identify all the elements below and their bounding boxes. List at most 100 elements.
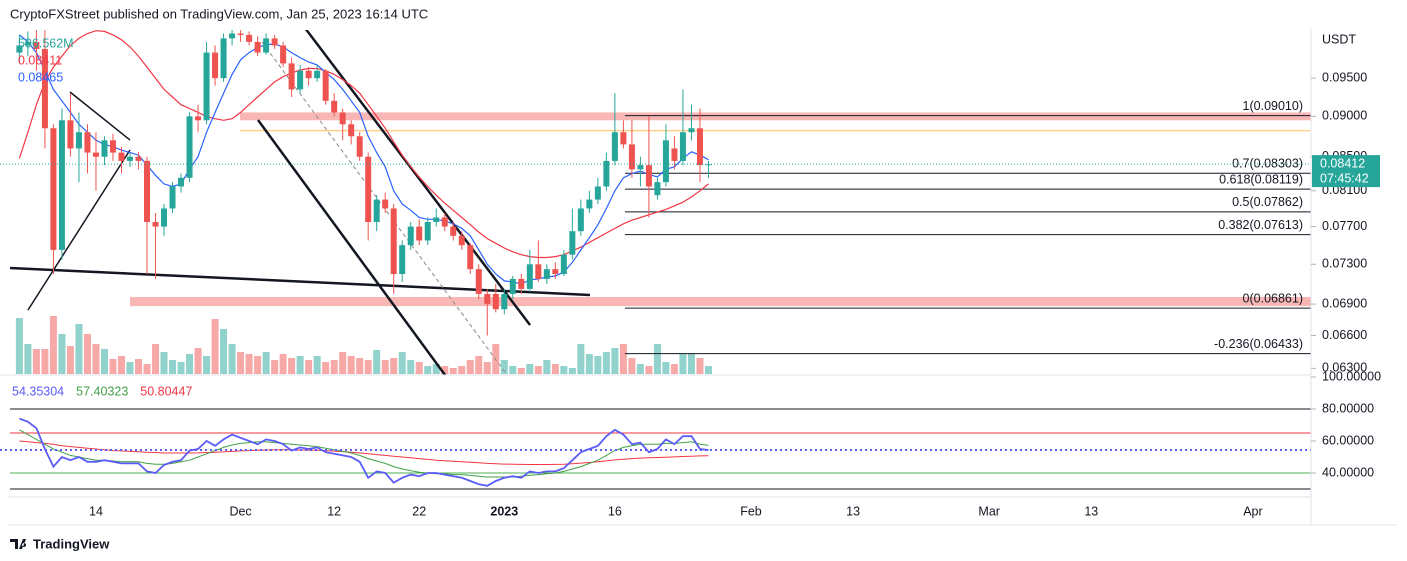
- candle-body: [135, 156, 142, 161]
- trendline: [27, 149, 131, 311]
- candle-body: [484, 293, 491, 305]
- candle-body: [322, 70, 329, 101]
- candle-body: [501, 293, 508, 310]
- x-tick-label: Feb: [740, 504, 762, 518]
- candle-body: [212, 52, 219, 79]
- candle-body: [92, 152, 99, 157]
- legend-entry: 0.08411: [18, 53, 62, 67]
- candle-body: [33, 41, 40, 50]
- trendline: [304, 30, 531, 326]
- fib-label: 0.382(0.07613): [1218, 218, 1303, 232]
- volume-bar: [41, 349, 49, 374]
- rsi-legend-entry: 54.35304: [12, 384, 64, 398]
- last-price-label: 0.08412: [1320, 156, 1365, 170]
- volume-bar: [670, 364, 678, 374]
- volume-bar: [271, 360, 279, 374]
- volume-bar: [160, 352, 168, 374]
- volume-bar: [203, 356, 211, 374]
- y-tick-label: 0.09000: [1322, 109, 1367, 123]
- countdown: 07:45:42: [1320, 171, 1369, 185]
- candle-body: [594, 186, 601, 200]
- rsi-tick-label: 60.00000: [1322, 433, 1374, 447]
- rsi-tick-label: 80.00000: [1322, 401, 1374, 415]
- candle-body: [662, 140, 669, 183]
- volume-bar: [186, 354, 194, 374]
- candle-body: [348, 124, 355, 137]
- volume-bar: [653, 344, 661, 374]
- volume-bar: [415, 362, 423, 374]
- volume-bar: [66, 346, 74, 374]
- volume-bar: [322, 362, 330, 374]
- candle-body: [58, 120, 65, 250]
- x-tick-label: 13: [846, 504, 860, 518]
- candle-body: [126, 156, 133, 161]
- candle-body: [535, 264, 542, 279]
- currency: USDT: [1322, 32, 1356, 46]
- zone: [130, 296, 1311, 307]
- volume-bar: [594, 356, 602, 374]
- candle-body: [552, 269, 559, 275]
- candle-body: [407, 226, 414, 246]
- volume-bar: [49, 316, 57, 374]
- volume-bar: [432, 364, 440, 374]
- volume-bar: [194, 348, 202, 374]
- candle-body: [620, 132, 627, 145]
- y-tick-label: 0.06900: [1322, 296, 1367, 310]
- volume-bar: [500, 360, 508, 374]
- x-tick-label: Apr: [1243, 504, 1262, 518]
- rsi-line: [19, 429, 709, 478]
- y-tick-label: 0.09500: [1322, 70, 1367, 84]
- candle-body: [696, 128, 703, 166]
- x-tick-label: Mar: [978, 504, 1000, 518]
- candle-body: [41, 49, 48, 129]
- y-tick-label: 0.06300: [1322, 361, 1367, 375]
- volume-bar: [134, 359, 142, 374]
- volume-bar: [169, 360, 177, 374]
- trendline: [9, 266, 591, 297]
- candle-body: [433, 217, 440, 223]
- volume-bar: [398, 352, 406, 374]
- legend-entry: 0.08465: [18, 70, 63, 84]
- x-tick-label: 13: [1084, 504, 1098, 518]
- candle-body: [509, 278, 516, 294]
- volume-bar: [288, 358, 296, 374]
- candle-body: [109, 140, 116, 153]
- volume-bar: [220, 329, 228, 374]
- candle-body: [178, 177, 185, 187]
- volume-bar: [662, 362, 670, 374]
- fib-label: 0.5(0.07862): [1232, 195, 1303, 209]
- volume-bar: [560, 366, 568, 374]
- volume-bar: [83, 334, 91, 374]
- volume-bar: [602, 352, 610, 374]
- candle-body: [169, 186, 176, 209]
- price-layer: [0, 30, 1311, 336]
- candle-body: [203, 52, 210, 121]
- candle-body: [75, 132, 82, 149]
- candle-body: [118, 152, 125, 161]
- fib-label: -0.236(0.06433): [1214, 337, 1303, 351]
- candle-body: [152, 222, 159, 227]
- candle-body: [679, 132, 686, 161]
- volume-bar: [126, 362, 134, 374]
- candle-body: [229, 33, 236, 39]
- zones-layer: [130, 112, 1311, 307]
- candle-body: [424, 222, 431, 241]
- candle-body: [101, 140, 108, 157]
- candle-body: [246, 34, 253, 42]
- volume-bar: [636, 364, 644, 374]
- logo-icon: [10, 539, 27, 549]
- x-tick-label: 16: [608, 504, 622, 518]
- volume-bar: [526, 364, 534, 374]
- candle-body: [24, 41, 31, 46]
- volume-bar: [262, 352, 270, 374]
- volume-bar: [509, 366, 517, 374]
- rsi-legend-entry: 57.40323: [76, 384, 128, 398]
- candle-body: [399, 245, 406, 275]
- volume-bar: [364, 360, 372, 374]
- volume-bar: [237, 352, 245, 374]
- volume-bar: [356, 358, 364, 374]
- volume-bar: [458, 366, 466, 374]
- candle-body: [467, 245, 474, 270]
